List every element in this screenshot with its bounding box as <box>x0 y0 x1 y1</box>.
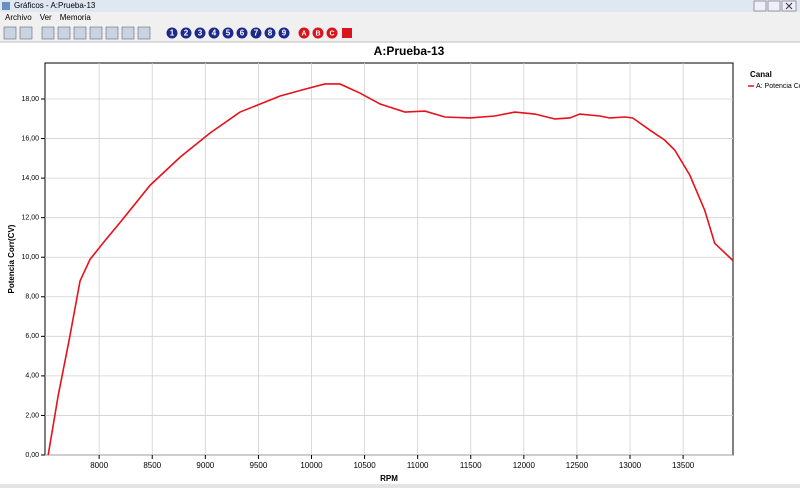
close-icon <box>785 2 793 10</box>
number-button[interactable] <box>278 27 290 39</box>
number-button[interactable] <box>222 27 234 39</box>
x-tick-label: 13500 <box>672 461 695 470</box>
toolbar-icon[interactable] <box>137 26 151 40</box>
letter-button[interactable] <box>326 27 338 39</box>
number-button[interactable] <box>166 27 178 39</box>
minimize-button[interactable] <box>753 0 767 12</box>
title-bar <box>0 0 800 12</box>
x-tick-label: 8000 <box>90 461 108 470</box>
y-tick-label: 10,00 <box>21 254 39 261</box>
y-tick-label: 2,00 <box>25 412 39 419</box>
number-button-label: 9 <box>282 29 287 38</box>
toolbar-icon[interactable] <box>89 26 103 40</box>
chart: A:Prueba-13 0,00 2,00 4,00 6,00 8,00 10,00 12,0… <box>7 44 800 483</box>
x-tick-label: 10000 <box>300 461 323 470</box>
menu-item[interactable]: Archivo <box>5 13 32 22</box>
y-tick-label: 14,00 <box>21 175 39 182</box>
eraser-button[interactable] <box>342 28 352 38</box>
letter-button-label: C <box>329 30 334 37</box>
window-title: Gráficos - A:Prueba-13 <box>14 1 96 10</box>
number-button-label: 8 <box>268 29 273 38</box>
x-tick-label: 10500 <box>353 461 376 470</box>
toolbar-icon[interactable] <box>19 26 33 40</box>
toolbar-icon[interactable] <box>3 26 17 40</box>
letter-button-label: A <box>301 30 306 37</box>
number-button-label: 1 <box>170 29 175 38</box>
toolbar-icon[interactable] <box>105 26 119 40</box>
number-button-label: 7 <box>254 29 259 38</box>
y-tick-label: 4,00 <box>25 373 39 380</box>
y-tick-label: 18,00 <box>21 96 39 103</box>
toolbar-icon[interactable] <box>41 26 55 40</box>
number-button[interactable] <box>194 27 206 39</box>
x-tick-label: 12500 <box>566 461 589 470</box>
y-tick-label: 0,00 <box>25 452 39 459</box>
y-tick-label: 12,00 <box>21 215 39 222</box>
letter-button[interactable] <box>298 27 310 39</box>
x-axis-label: RPM <box>380 474 398 483</box>
y-axis-label: Potencia Corr(CV) <box>7 224 16 293</box>
data-line <box>47 83 734 456</box>
x-tick-label: 9000 <box>196 461 214 470</box>
letter-button-label: B <box>315 30 320 37</box>
y-tick-label: 8,00 <box>25 294 39 301</box>
number-button[interactable] <box>236 27 248 39</box>
status-bar <box>0 484 800 488</box>
x-tick-label: 12000 <box>513 461 536 470</box>
menu-item[interactable]: Ver <box>40 13 52 22</box>
y-tick-label: 6,00 <box>25 333 39 340</box>
x-tick-label: 9500 <box>250 461 268 470</box>
legend-label: A: Potencia Corr <box>756 83 800 90</box>
y-tick-label: 16,00 <box>21 135 39 142</box>
number-button-label: 4 <box>212 29 217 38</box>
menu-bar: Archivo Ver Memoria <box>5 13 91 22</box>
toolbar-icon[interactable] <box>57 26 71 40</box>
number-button-label: 6 <box>240 29 245 38</box>
toolbar-icon[interactable] <box>121 26 135 40</box>
chart-title: A:Prueba-13 <box>374 44 445 58</box>
menu-item[interactable]: Memoria <box>60 13 92 22</box>
x-tick-label: 8500 <box>143 461 161 470</box>
letter-button[interactable] <box>312 27 324 39</box>
toolbar-icon[interactable] <box>73 26 87 40</box>
number-button-label: 5 <box>226 29 231 38</box>
number-button-label: 2 <box>184 29 189 38</box>
number-button[interactable] <box>208 27 220 39</box>
legend-title: Canal <box>750 70 772 79</box>
x-tick-label: 13000 <box>619 461 642 470</box>
x-tick-label: 11500 <box>460 461 482 470</box>
menu-toolbar-area <box>0 12 800 42</box>
number-button[interactable] <box>264 27 276 39</box>
number-button-label: 3 <box>198 29 203 38</box>
plot-area <box>44 62 734 456</box>
number-button[interactable] <box>250 27 262 39</box>
app-icon <box>2 2 10 10</box>
maximize-button[interactable] <box>767 0 781 12</box>
x-tick-label: 11000 <box>407 461 429 470</box>
number-button[interactable] <box>180 27 192 39</box>
